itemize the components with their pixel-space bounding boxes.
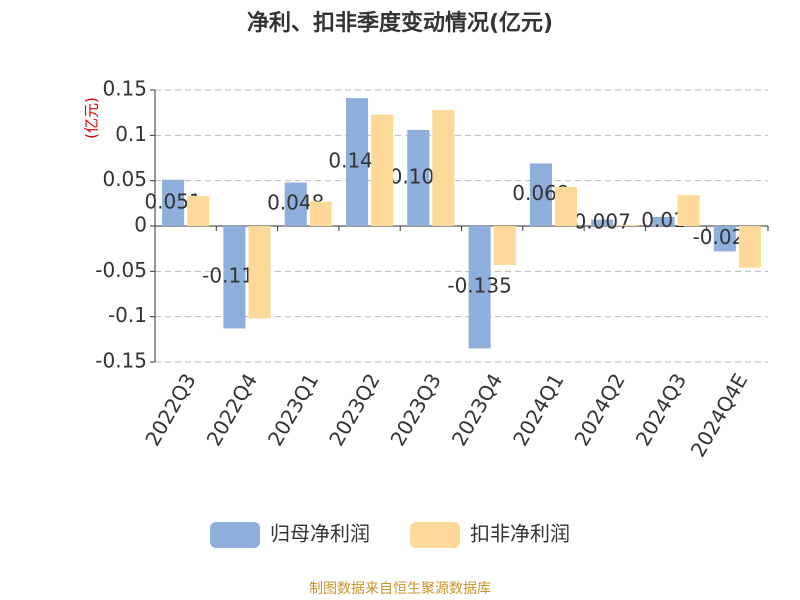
x-tick-label: 2024Q3: [631, 369, 691, 450]
bar: [407, 129, 430, 226]
x-tick-label: 2024Q4E: [686, 369, 753, 461]
bar: [468, 226, 491, 349]
y-axis-label: (亿元): [83, 97, 101, 139]
bar: [284, 182, 307, 226]
bar: [713, 226, 736, 252]
bar: [309, 201, 332, 226]
y-tick-label: 0.1: [115, 122, 147, 146]
y-tick-label: -0.1: [108, 303, 147, 327]
bar: [529, 163, 552, 226]
chart-title: 净利、扣非季度变动情况(亿元): [247, 10, 553, 36]
x-tick-label: 2023Q3: [385, 369, 445, 450]
legend-label: 扣非净利润: [470, 522, 570, 546]
y-tick-label: -0.05: [95, 258, 147, 282]
bar: [677, 195, 700, 226]
bar: [493, 226, 516, 265]
x-tick-label: 2022Q3: [140, 369, 200, 450]
bar: [554, 187, 578, 226]
legend-swatch: [410, 522, 460, 548]
y-tick-label: -0.15: [95, 349, 147, 373]
x-tick-label: 2023Q1: [263, 369, 323, 450]
bar: [223, 226, 246, 329]
bar: [248, 226, 271, 319]
x-tick-label: 2024Q2: [569, 369, 629, 450]
y-tick-label: 0.15: [102, 77, 147, 101]
bar: [738, 226, 761, 268]
bar: [616, 225, 639, 226]
x-tick-label: 2023Q2: [324, 369, 384, 450]
bar: [432, 109, 455, 226]
value-label: -0.135: [447, 274, 511, 298]
x-tick-label: 2023Q4: [447, 369, 507, 450]
x-tick-label: 2022Q4: [202, 369, 262, 450]
bar: [591, 219, 614, 226]
legend-label: 归母净利润: [270, 522, 370, 546]
value-label: 0.007: [574, 209, 631, 233]
bar: [162, 179, 185, 226]
bar: [652, 216, 675, 226]
bar: [371, 114, 394, 226]
bar: [187, 196, 210, 226]
legend-swatch: [210, 522, 260, 548]
bar: [345, 98, 369, 226]
y-tick-label: 0: [134, 213, 147, 237]
source: 制图数据来自恒生聚源数据库: [309, 581, 491, 597]
x-tick-label: 2024Q1: [508, 369, 568, 450]
y-tick-label: 0.05: [102, 167, 147, 191]
